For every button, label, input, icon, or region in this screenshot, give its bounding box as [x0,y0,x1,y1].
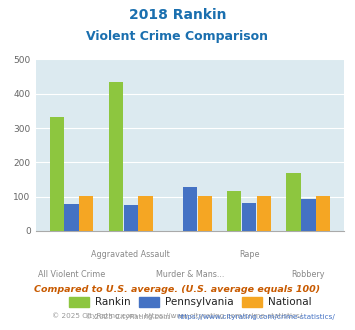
Bar [316,196,330,231]
Bar [138,196,153,231]
Text: Compared to U.S. average. (U.S. average equals 100): Compared to U.S. average. (U.S. average … [34,285,321,294]
Bar [124,205,138,231]
Bar [64,204,78,231]
Text: Robbery: Robbery [292,270,325,279]
Bar [109,82,123,231]
Bar [183,187,197,231]
Text: All Violent Crime: All Violent Crime [38,270,105,279]
Legend: Rankin, Pennsylvania, National: Rankin, Pennsylvania, National [64,293,316,312]
Bar [198,196,212,231]
Text: 2018 Rankin: 2018 Rankin [129,8,226,22]
Text: Murder & Mans...: Murder & Mans... [156,270,224,279]
Bar [301,199,316,231]
Bar [227,190,241,231]
Text: © 2025 CityRating.com -: © 2025 CityRating.com - [85,314,178,320]
Bar [257,196,271,231]
Bar [79,196,93,231]
Bar [242,203,256,231]
Text: Violent Crime Comparison: Violent Crime Comparison [87,30,268,43]
Text: Aggravated Assault: Aggravated Assault [91,250,170,259]
Text: https://www.cityrating.com/crime-statistics/: https://www.cityrating.com/crime-statist… [178,314,335,319]
Text: © 2025 CityRating.com - https://www.cityrating.com/crime-statistics/: © 2025 CityRating.com - https://www.city… [53,312,302,318]
Bar [286,173,301,231]
Text: Rape: Rape [239,250,260,259]
Bar [50,117,64,231]
